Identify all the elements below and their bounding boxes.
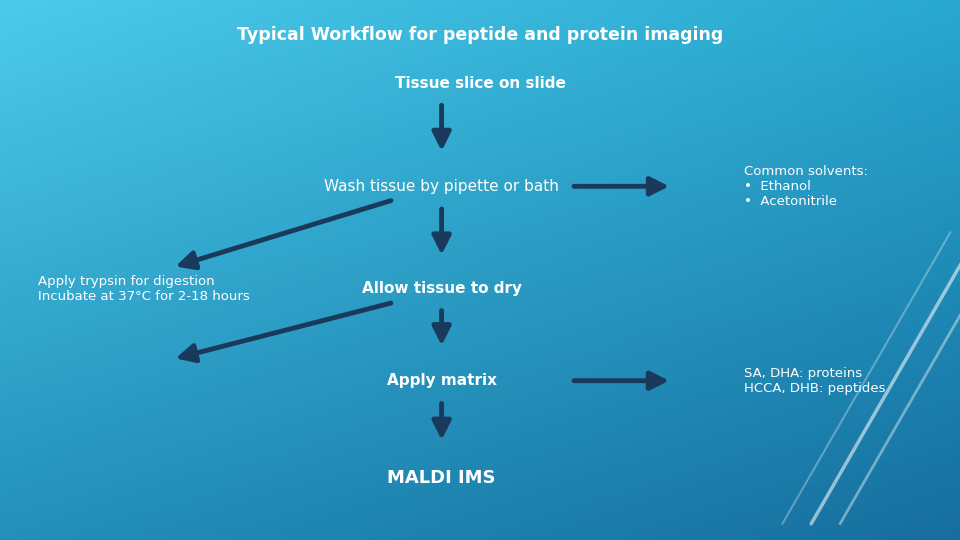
Text: Wash tissue by pipette or bath: Wash tissue by pipette or bath [324,179,559,194]
Text: Tissue slice on slide: Tissue slice on slide [395,76,565,91]
Text: Allow tissue to dry: Allow tissue to dry [362,281,521,296]
Text: MALDI IMS: MALDI IMS [387,469,496,487]
Text: Typical Workflow for peptide and protein imaging: Typical Workflow for peptide and protein… [237,26,723,44]
Text: Apply trypsin for digestion
Incubate at 37°C for 2-18 hours: Apply trypsin for digestion Incubate at … [38,275,251,303]
Text: SA, DHA: proteins
HCCA, DHB: peptides: SA, DHA: proteins HCCA, DHB: peptides [744,367,885,395]
Text: Common solvents:
•  Ethanol
•  Acetonitrile: Common solvents: • Ethanol • Acetonitril… [744,165,868,208]
Text: Apply matrix: Apply matrix [387,373,496,388]
